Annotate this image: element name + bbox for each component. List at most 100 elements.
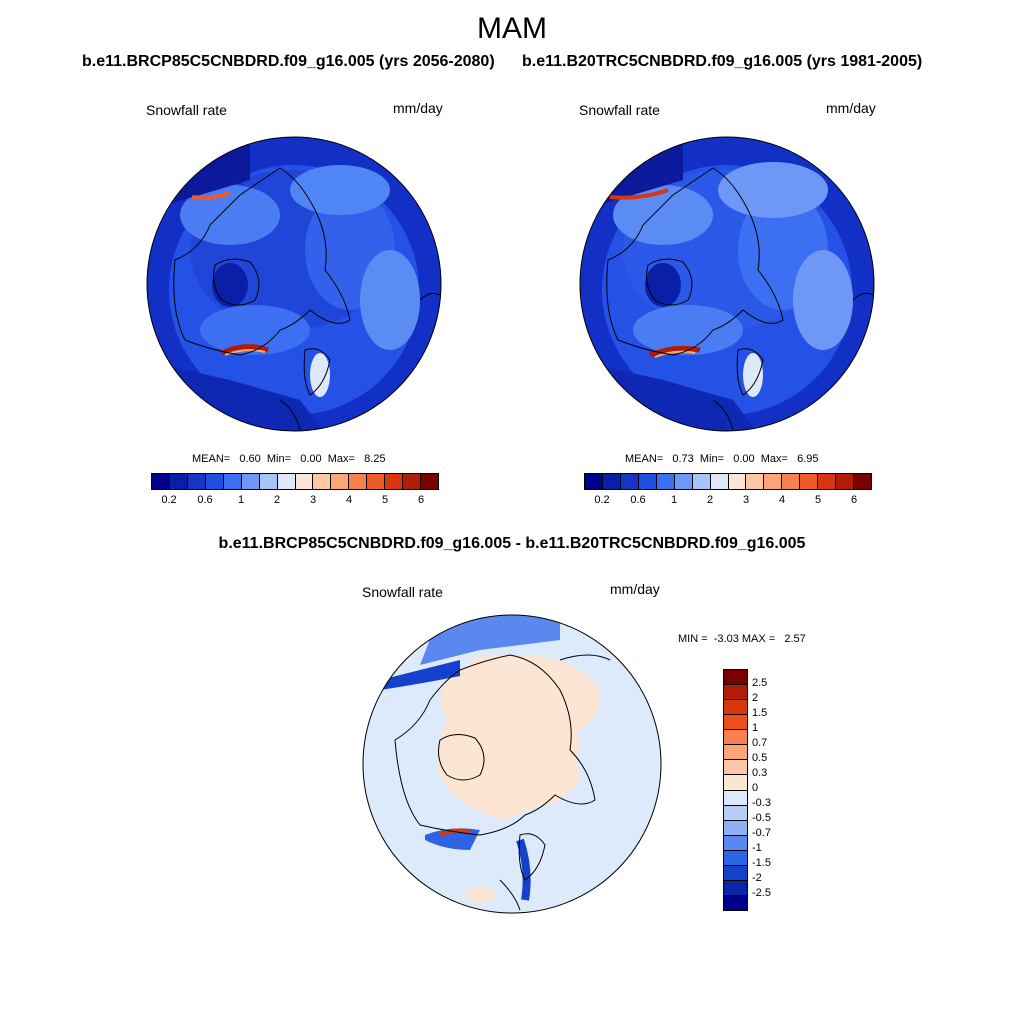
panel-right-case-title: b.e11.B20TRC5CNBDRD.f09_g16.005 (yrs 198… bbox=[522, 53, 923, 70]
panel-left-colorbar bbox=[151, 473, 439, 490]
panel-left-colorbar-tick-label: 0.6 bbox=[197, 494, 213, 506]
panel-left-colorbar-tick-label: 3 bbox=[309, 494, 317, 506]
panel-left-case-title: b.e11.BRCP85C5CNBDRD.f09_g16.005 (yrs 20… bbox=[82, 53, 495, 70]
panel-right-colorbar-box-1 bbox=[602, 474, 621, 489]
diff-variable-label: Snowfall rate bbox=[362, 584, 443, 600]
panel-right-colorbar-box-11 bbox=[782, 474, 801, 489]
diff-colorbar-box-11 bbox=[724, 835, 747, 851]
panel-left-colorbar-box-4 bbox=[223, 474, 242, 489]
panel-right-colorbar-tick-label: 2 bbox=[706, 494, 714, 506]
panel-right-stats: MEAN= 0.73 Min= 0.00 Max= 6.95 bbox=[625, 453, 819, 465]
diff-colorbar-tick-label: 0 bbox=[752, 782, 759, 794]
panel-right-colorbar-box-14 bbox=[836, 474, 855, 489]
diff-colorbar-box-12 bbox=[724, 850, 747, 866]
right-coastlines bbox=[606, 167, 874, 431]
panel-left-colorbar-box-5 bbox=[241, 474, 260, 489]
panel-left-colorbar-tick-label: 5 bbox=[381, 494, 389, 506]
panel-right-colorbar-box-9 bbox=[746, 474, 765, 489]
panel-right-colorbar-box-7 bbox=[710, 474, 729, 489]
diff-colorbar-tick-label: 0.5 bbox=[752, 752, 768, 764]
diff-coastlines bbox=[394, 654, 611, 911]
right-map-border bbox=[579, 136, 875, 432]
diff-colorbar-tick-label: -1 bbox=[752, 842, 762, 854]
panel-right-colorbar-box-2 bbox=[620, 474, 639, 489]
diff-colorbar-box-5 bbox=[724, 745, 747, 761]
diff-units-label: mm/day bbox=[610, 581, 660, 597]
left-coastlines bbox=[173, 167, 441, 431]
diff-colorbar-box-2 bbox=[724, 700, 747, 716]
panel-left-colorbar-box-3 bbox=[205, 474, 224, 489]
panel-right-colorbar-tick-label: 0.6 bbox=[630, 494, 646, 506]
panel-left-colorbar-box-15 bbox=[421, 474, 438, 489]
diff-colorbar-box-9 bbox=[724, 805, 747, 821]
diff-colorbar-box-3 bbox=[724, 715, 747, 731]
panel-left-stats: MEAN= 0.60 Min= 0.00 Max= 8.25 bbox=[192, 453, 386, 465]
panel-right-colorbar-ticks: 0.2 0.6 1 2 3 4 5 6 bbox=[584, 494, 872, 508]
panel-right-colorbar-box-0 bbox=[585, 474, 603, 489]
diff-colorbar-box-14 bbox=[724, 880, 747, 896]
panel-left-colorbar-box-2 bbox=[187, 474, 206, 489]
right-snowfall-map bbox=[580, 137, 874, 431]
diff-colorbar-tick-label: -2.5 bbox=[752, 887, 771, 899]
panel-right-colorbar-box-12 bbox=[800, 474, 819, 489]
panel-left-colorbar-tick-label: 2 bbox=[273, 494, 281, 506]
panel-right-colorbar-box-15 bbox=[854, 474, 871, 489]
left-map-border bbox=[146, 136, 442, 432]
diff-colorbar bbox=[723, 669, 748, 911]
panel-right-colorbar-box-10 bbox=[764, 474, 783, 489]
panel-left-colorbar-tick-label: 6 bbox=[417, 494, 425, 506]
panel-left-colorbar-box-8 bbox=[295, 474, 314, 489]
diff-colorbar-tick-label: -1.5 bbox=[752, 857, 771, 869]
diff-minmax: MIN = -3.03 MAX = 2.57 bbox=[678, 633, 806, 645]
diff-colorbar-box-10 bbox=[724, 820, 747, 836]
panel-left-colorbar-ticks: 0.2 0.6 1 2 3 4 5 6 bbox=[151, 494, 439, 508]
panel-right-colorbar-tick-label: 3 bbox=[742, 494, 750, 506]
diff-map-border bbox=[362, 614, 662, 914]
diff-colorbar-tick-label: 1 bbox=[752, 722, 759, 734]
panel-right-colorbar-box-6 bbox=[692, 474, 711, 489]
diff-colorbar-box-13 bbox=[724, 865, 747, 881]
panel-left-colorbar-box-14 bbox=[403, 474, 422, 489]
diff-colorbar-box-4 bbox=[724, 730, 747, 746]
diff-colorbar-tick-label: -0.3 bbox=[752, 797, 771, 809]
panel-left-colorbar-box-12 bbox=[367, 474, 386, 489]
diff-colorbar-box-8 bbox=[724, 790, 747, 806]
panel-right-colorbar-box-8 bbox=[728, 474, 747, 489]
panel-right-colorbar-tick-label: 6 bbox=[850, 494, 858, 506]
panel-right-colorbar-tick-label: 0.2 bbox=[594, 494, 610, 506]
panel-right-variable-label: Snowfall rate bbox=[579, 102, 660, 118]
panel-right-colorbar bbox=[584, 473, 872, 490]
diff-colorbar-box-1 bbox=[724, 685, 747, 701]
diff-colorbar-tick-label: -0.5 bbox=[752, 812, 771, 824]
panel-left-colorbar-box-6 bbox=[259, 474, 278, 489]
panel-left-colorbar-box-1 bbox=[169, 474, 188, 489]
diff-colorbar-box-15 bbox=[724, 895, 747, 910]
panel-left-colorbar-box-10 bbox=[331, 474, 350, 489]
panel-left-units-label: mm/day bbox=[393, 100, 443, 116]
panel-left-colorbar-tick-label: 1 bbox=[237, 494, 245, 506]
panel-right-units-label: mm/day bbox=[826, 100, 876, 116]
panel-left-variable-label: Snowfall rate bbox=[146, 102, 227, 118]
panel-left-colorbar-box-11 bbox=[349, 474, 368, 489]
panel-right-colorbar-box-3 bbox=[638, 474, 657, 489]
diff-colorbar-tick-label: 0.3 bbox=[752, 767, 768, 779]
panel-left-colorbar-box-9 bbox=[313, 474, 332, 489]
diff-colorbar-box-7 bbox=[724, 775, 747, 791]
panel-left-colorbar-tick-label: 4 bbox=[345, 494, 353, 506]
panel-right-colorbar-tick-label: 5 bbox=[814, 494, 822, 506]
panel-right-colorbar-tick-label: 1 bbox=[670, 494, 678, 506]
diff-title: b.e11.BRCP85C5CNBDRD.f09_g16.005 - b.e11… bbox=[218, 535, 806, 552]
diff-colorbar-box-6 bbox=[724, 760, 747, 776]
diff-colorbar-tick-label: -2 bbox=[752, 872, 762, 884]
panel-left-colorbar-box-7 bbox=[277, 474, 296, 489]
diff-colorbar-tick-label: 2 bbox=[752, 692, 759, 704]
season-title: MAM bbox=[477, 12, 547, 45]
panel-left-colorbar-tick-label: 0.2 bbox=[161, 494, 177, 506]
panel-left-colorbar-box-0 bbox=[152, 474, 170, 489]
panel-right-colorbar-box-5 bbox=[674, 474, 693, 489]
diff-colorbar-tick-label: 1.5 bbox=[752, 707, 768, 719]
diff-snowfall-map bbox=[363, 615, 661, 913]
diff-colorbar-tick-label: 0.7 bbox=[752, 737, 768, 749]
diff-colorbar-tick-label: 2.5 bbox=[752, 677, 768, 689]
